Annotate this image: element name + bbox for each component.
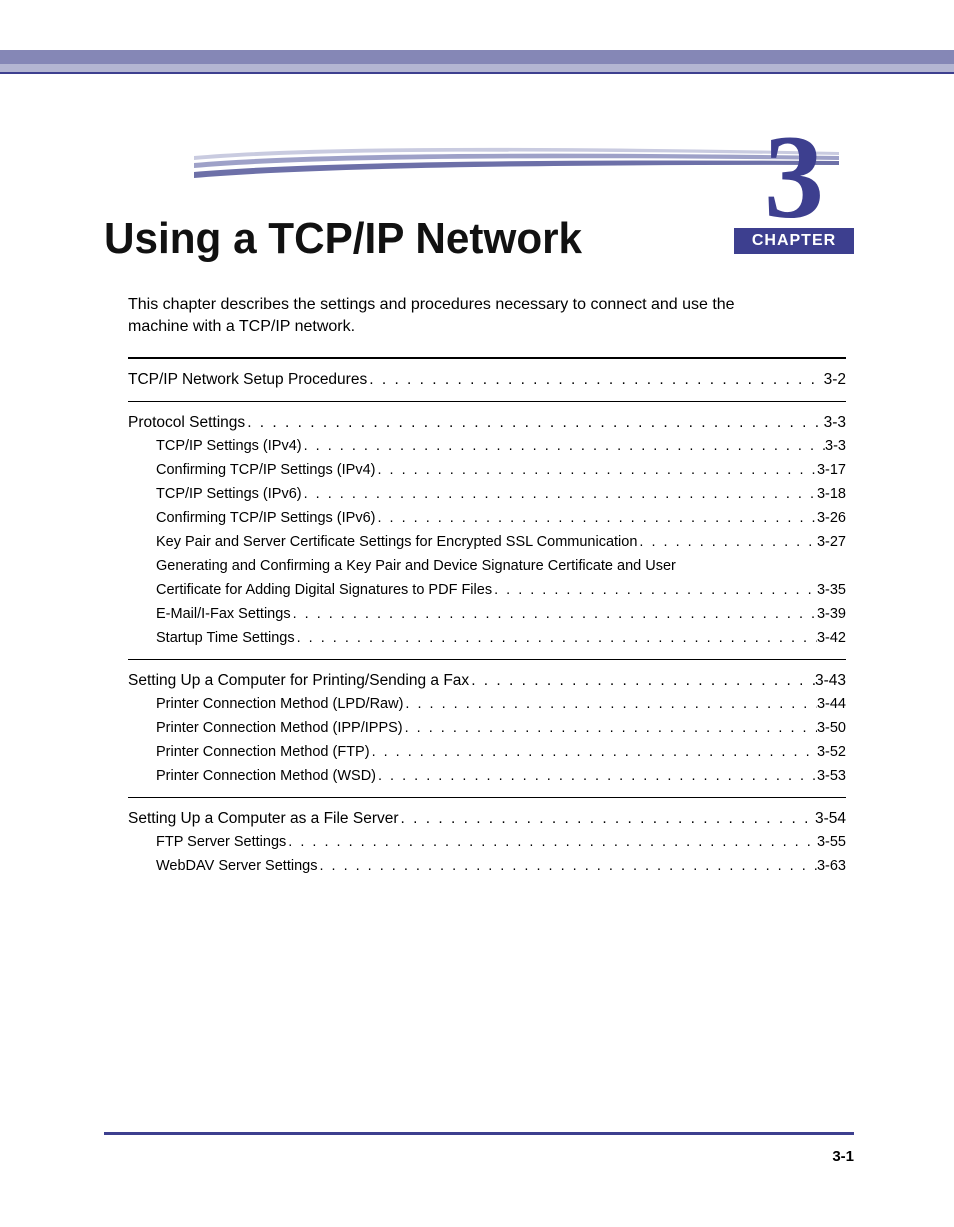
toc-leader-dots	[375, 507, 817, 531]
toc-label: Printer Connection Method (WSD)	[156, 765, 376, 789]
toc-subentry[interactable]: Startup Time Settings 3-42	[128, 627, 846, 651]
toc-label: WebDAV Server Settings	[156, 855, 317, 879]
toc-label: Generating and Confirming a Key Pair and…	[156, 555, 676, 579]
toc-label: Key Pair and Server Certificate Settings…	[156, 531, 637, 555]
top-margin	[0, 0, 954, 50]
toc-leader-dots	[370, 741, 817, 765]
toc-subentry[interactable]: TCP/IP Settings (IPv4) 3-3	[128, 435, 846, 459]
page-number: 3-1	[832, 1148, 854, 1165]
toc-leader-dots	[403, 717, 817, 741]
toc-page: 3-35	[817, 579, 846, 603]
toc-page: 3-44	[817, 693, 846, 717]
toc-leader-dots	[245, 410, 823, 436]
toc-subentry[interactable]: Printer Connection Method (FTP) 3-52	[128, 741, 846, 765]
toc-subentry[interactable]: Confirming TCP/IP Settings (IPv4) 3-17	[128, 459, 846, 483]
toc-leader-dots	[367, 367, 823, 393]
toc-label: Protocol Settings	[128, 410, 245, 436]
toc-page: 3-39	[817, 603, 846, 627]
chapter-badge: 3 CHAPTER	[734, 126, 854, 254]
toc-page: 3-18	[817, 483, 846, 507]
toc-label: Startup Time Settings	[156, 627, 295, 651]
chapter-label: CHAPTER	[734, 228, 854, 254]
toc-label: Setting Up a Computer for Printing/Sendi…	[128, 668, 469, 694]
toc-leader-dots	[295, 627, 817, 651]
toc-subentry[interactable]: Confirming TCP/IP Settings (IPv6) 3-26	[128, 507, 846, 531]
toc-label: Printer Connection Method (FTP)	[156, 741, 370, 765]
chapter-intro: This chapter describes the settings and …	[128, 294, 788, 337]
toc-page: 3-17	[817, 459, 846, 483]
toc-page: 3-43	[815, 668, 846, 694]
toc-leader-dots	[399, 806, 815, 832]
toc-subentry[interactable]: Printer Connection Method (IPP/IPPS) 3-50	[128, 717, 846, 741]
toc-page: 3-3	[825, 435, 846, 459]
toc-subentry[interactable]: FTP Server Settings 3-55	[128, 831, 846, 855]
toc-page: 3-2	[824, 367, 846, 393]
toc-page: 3-3	[824, 410, 846, 436]
toc-section: Setting Up a Computer for Printing/Sendi…	[128, 659, 846, 797]
toc-label: TCP/IP Settings (IPv4)	[156, 435, 302, 459]
toc-section: TCP/IP Network Setup Procedures 3-2	[128, 357, 846, 401]
chapter-title: Using a TCP/IP Network	[104, 214, 582, 264]
toc-label: Printer Connection Method (LPD/Raw)	[156, 693, 403, 717]
toc-page: 3-63	[817, 855, 846, 879]
toc-page: 3-26	[817, 507, 846, 531]
toc-leader-dots	[291, 603, 817, 627]
toc-label: TCP/IP Network Setup Procedures	[128, 367, 367, 393]
toc-entry[interactable]: Protocol Settings 3-3	[128, 410, 846, 436]
toc-subentry[interactable]: TCP/IP Settings (IPv6) 3-18	[128, 483, 846, 507]
toc-leader-dots	[302, 435, 825, 459]
toc-label: Certificate for Adding Digital Signature…	[156, 579, 492, 603]
toc-entry[interactable]: Setting Up a Computer as a File Server 3-…	[128, 806, 846, 832]
toc-entry[interactable]: Setting Up a Computer for Printing/Sendi…	[128, 668, 846, 694]
chapter-number: 3	[734, 126, 854, 228]
toc-leader-dots	[317, 855, 817, 879]
chapter-header: Using a TCP/IP Network 3 CHAPTER	[104, 134, 854, 264]
toc-page: 3-42	[817, 627, 846, 651]
footer-rule	[104, 1132, 854, 1135]
toc-label: E-Mail/I-Fax Settings	[156, 603, 291, 627]
toc-entry[interactable]: TCP/IP Network Setup Procedures 3-2	[128, 367, 846, 393]
toc-label: TCP/IP Settings (IPv6)	[156, 483, 302, 507]
toc-subentry[interactable]: Certificate for Adding Digital Signature…	[128, 579, 846, 603]
toc-leader-dots	[403, 693, 817, 717]
header-rule	[0, 72, 954, 74]
toc-leader-dots	[469, 668, 815, 694]
toc-leader-dots	[302, 483, 817, 507]
toc-subentry[interactable]: Key Pair and Server Certificate Settings…	[128, 531, 846, 555]
toc-label: FTP Server Settings	[156, 831, 286, 855]
toc-label: Printer Connection Method (IPP/IPPS)	[156, 717, 403, 741]
toc-leader-dots	[286, 831, 817, 855]
toc-page: 3-53	[817, 765, 846, 789]
toc-subentry[interactable]: Printer Connection Method (LPD/Raw) 3-44	[128, 693, 846, 717]
content: Using a TCP/IP Network 3 CHAPTER This ch…	[0, 134, 954, 887]
toc-label: Confirming TCP/IP Settings (IPv6)	[156, 507, 375, 531]
toc-page: 3-54	[815, 806, 846, 832]
toc-subentry[interactable]: WebDAV Server Settings 3-63	[128, 855, 846, 879]
toc-section: Protocol Settings3-3TCP/IP Settings (IPv…	[128, 401, 846, 659]
toc-label: Confirming TCP/IP Settings (IPv4)	[156, 459, 375, 483]
header-band	[0, 50, 954, 72]
toc-page: 3-52	[817, 741, 846, 765]
toc-page: 3-55	[817, 831, 846, 855]
toc-section: Setting Up a Computer as a File Server 3-…	[128, 797, 846, 887]
toc-subentry[interactable]: Generating and Confirming a Key Pair and…	[128, 555, 846, 579]
toc-page: 3-27	[817, 531, 846, 555]
table-of-contents: TCP/IP Network Setup Procedures 3-2 Protoc…	[128, 357, 846, 887]
toc-leader-dots	[492, 579, 817, 603]
toc-label: Setting Up a Computer as a File Server	[128, 806, 399, 832]
toc-leader-dots	[637, 531, 817, 555]
toc-page: 3-50	[817, 717, 846, 741]
toc-leader-dots	[375, 459, 817, 483]
toc-subentry[interactable]: Printer Connection Method (WSD) 3-53	[128, 765, 846, 789]
toc-leader-dots	[376, 765, 817, 789]
toc-subentry[interactable]: E-Mail/I-Fax Settings 3-39	[128, 603, 846, 627]
